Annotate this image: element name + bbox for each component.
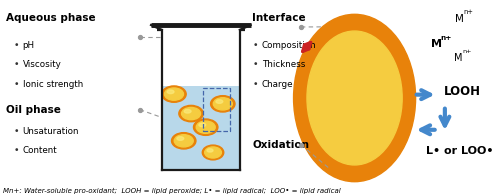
Text: Ionic strength: Ionic strength (22, 80, 83, 89)
Text: LOOH: LOOH (444, 85, 480, 98)
Ellipse shape (307, 31, 402, 165)
Ellipse shape (199, 123, 205, 127)
Ellipse shape (216, 100, 223, 103)
Ellipse shape (184, 110, 191, 113)
Text: •: • (14, 80, 20, 89)
Ellipse shape (172, 133, 196, 149)
Ellipse shape (174, 135, 194, 147)
Ellipse shape (202, 145, 224, 160)
Ellipse shape (210, 96, 235, 112)
Ellipse shape (164, 88, 184, 100)
Ellipse shape (167, 90, 174, 94)
Text: pH: pH (22, 41, 35, 50)
Text: Content: Content (22, 146, 58, 155)
Bar (161, 86, 241, 170)
Text: Unsaturation: Unsaturation (22, 127, 79, 136)
Text: Mn+: Water-soluble pro-oxidant;  LOOH = lipid peroxide; L• = lipid radical;  LOO: Mn+: Water-soluble pro-oxidant; LOOH = l… (3, 188, 341, 194)
Text: •: • (253, 60, 258, 69)
Text: n+: n+ (462, 49, 472, 54)
Text: M: M (454, 14, 464, 24)
Text: •: • (14, 146, 20, 155)
Text: Aqueous phase: Aqueous phase (6, 13, 95, 23)
Text: Oil phase: Oil phase (6, 105, 60, 115)
Ellipse shape (162, 86, 186, 102)
Ellipse shape (194, 119, 218, 135)
Ellipse shape (177, 137, 184, 140)
Text: Charge: Charge (262, 80, 294, 89)
Text: Thickness: Thickness (262, 60, 305, 69)
Text: M: M (431, 39, 442, 49)
Text: Composition: Composition (262, 41, 316, 50)
Text: Interface: Interface (252, 13, 306, 23)
Ellipse shape (207, 149, 213, 152)
Text: Oxidation: Oxidation (252, 140, 309, 150)
Text: Viscosity: Viscosity (22, 60, 62, 69)
Text: n+: n+ (440, 35, 452, 41)
Ellipse shape (182, 107, 201, 120)
Text: •: • (253, 41, 258, 50)
Text: L• or LOO•: L• or LOO• (426, 146, 494, 156)
Ellipse shape (196, 121, 215, 133)
Bar (204, 88, 230, 131)
Text: •: • (253, 80, 258, 89)
Text: •: • (14, 41, 20, 50)
Ellipse shape (179, 105, 204, 122)
Text: •: • (14, 127, 20, 136)
Ellipse shape (214, 98, 233, 110)
Text: •: • (14, 60, 20, 69)
Ellipse shape (204, 147, 222, 158)
Text: M: M (454, 53, 462, 63)
Ellipse shape (294, 14, 416, 182)
Text: n+: n+ (464, 9, 473, 15)
